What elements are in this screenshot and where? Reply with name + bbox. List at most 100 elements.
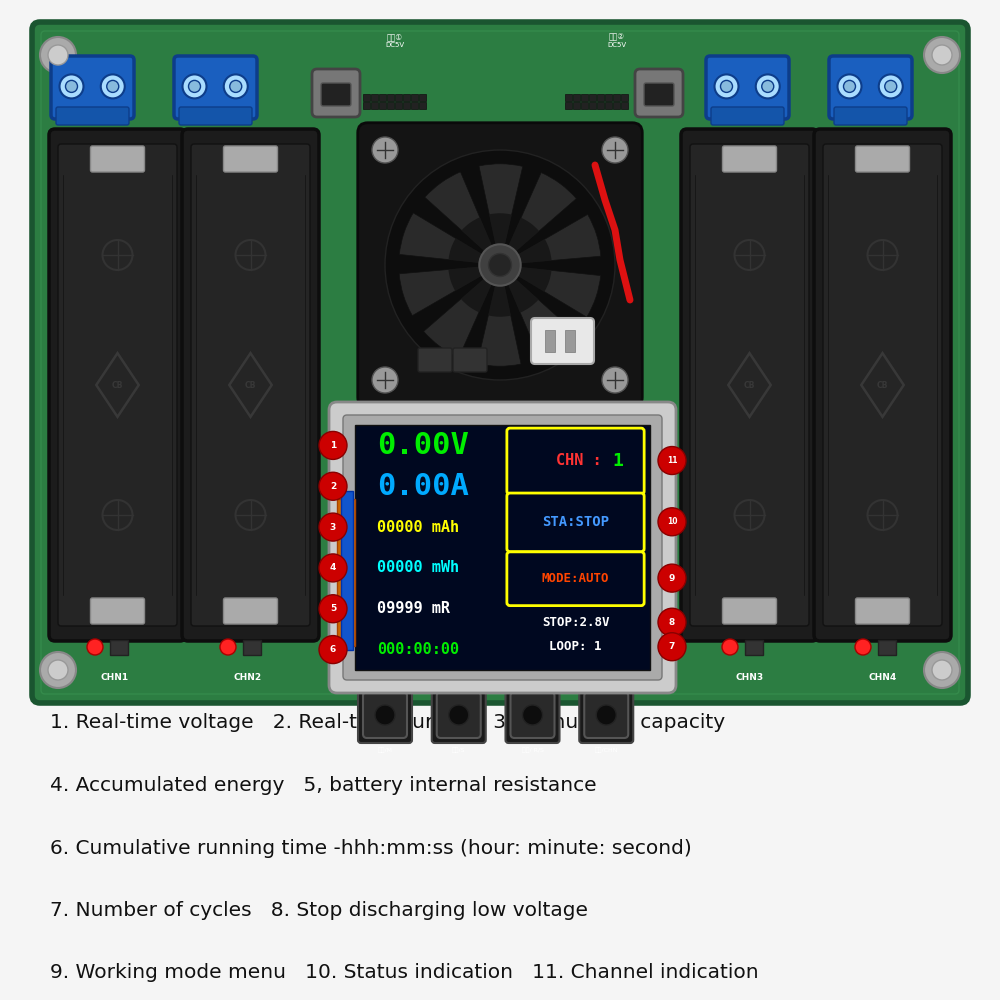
- Circle shape: [220, 639, 236, 655]
- Bar: [565, 102, 572, 109]
- Text: CB: CB: [112, 380, 123, 389]
- FancyBboxPatch shape: [224, 598, 278, 624]
- Circle shape: [658, 564, 686, 592]
- FancyBboxPatch shape: [855, 598, 910, 624]
- FancyBboxPatch shape: [191, 144, 310, 626]
- Circle shape: [66, 80, 78, 92]
- FancyBboxPatch shape: [453, 348, 487, 372]
- FancyBboxPatch shape: [834, 107, 907, 125]
- Circle shape: [40, 652, 76, 688]
- Text: 4: 4: [330, 563, 336, 572]
- Circle shape: [658, 633, 686, 661]
- FancyBboxPatch shape: [56, 107, 129, 125]
- Circle shape: [885, 80, 897, 92]
- FancyBboxPatch shape: [584, 692, 628, 738]
- Circle shape: [319, 554, 347, 582]
- Bar: [545, 330, 555, 352]
- Circle shape: [372, 137, 398, 163]
- Bar: [581, 94, 588, 101]
- FancyBboxPatch shape: [90, 598, 145, 624]
- Circle shape: [479, 244, 521, 286]
- Circle shape: [658, 608, 686, 636]
- Circle shape: [596, 705, 616, 725]
- Text: CHN4: CHN4: [869, 672, 897, 682]
- FancyBboxPatch shape: [690, 144, 809, 626]
- Bar: [589, 102, 596, 109]
- Circle shape: [658, 447, 686, 475]
- Bar: [411, 102, 418, 109]
- Circle shape: [319, 636, 347, 664]
- Bar: [597, 94, 604, 101]
- FancyBboxPatch shape: [329, 402, 676, 693]
- Bar: [745, 640, 763, 655]
- Text: 9. Working mode menu   10. Status indication   11. Channel indication: 9. Working mode menu 10. Status indicati…: [50, 963, 759, 982]
- Bar: [621, 102, 628, 109]
- Text: STA:STOP: STA:STOP: [542, 515, 609, 529]
- Text: 启停/ R/S: 启停/ R/S: [522, 747, 543, 753]
- Circle shape: [319, 472, 347, 500]
- FancyBboxPatch shape: [855, 146, 910, 172]
- Circle shape: [855, 639, 871, 655]
- Wedge shape: [425, 172, 500, 265]
- FancyBboxPatch shape: [432, 685, 486, 743]
- Circle shape: [385, 150, 615, 380]
- Text: 0.00A: 0.00A: [377, 472, 469, 501]
- Bar: [355, 425, 650, 670]
- Bar: [573, 94, 580, 101]
- Circle shape: [48, 45, 68, 65]
- Text: DC5V: DC5V: [607, 42, 627, 48]
- FancyBboxPatch shape: [174, 56, 257, 119]
- Bar: [371, 94, 378, 101]
- FancyBboxPatch shape: [510, 692, 554, 738]
- FancyBboxPatch shape: [507, 493, 644, 552]
- FancyBboxPatch shape: [418, 348, 452, 372]
- FancyBboxPatch shape: [722, 598, 777, 624]
- Circle shape: [932, 660, 952, 680]
- Circle shape: [658, 508, 686, 536]
- Text: 6. Cumulative running time -hhh:mm:ss (hour: minute: second): 6. Cumulative running time -hhh:mm:ss (h…: [50, 839, 692, 858]
- Circle shape: [319, 595, 347, 623]
- FancyBboxPatch shape: [437, 692, 481, 738]
- Wedge shape: [500, 239, 552, 265]
- FancyBboxPatch shape: [58, 144, 177, 626]
- Circle shape: [372, 367, 398, 393]
- Circle shape: [60, 74, 84, 98]
- Wedge shape: [500, 265, 538, 313]
- Bar: [337, 498, 355, 646]
- Bar: [387, 94, 394, 101]
- Bar: [395, 94, 402, 101]
- Text: LOOP: 1: LOOP: 1: [549, 640, 602, 653]
- Wedge shape: [477, 265, 521, 366]
- Bar: [573, 102, 580, 109]
- Wedge shape: [500, 214, 601, 265]
- Circle shape: [48, 660, 68, 680]
- Text: 09999 mR: 09999 mR: [377, 601, 450, 616]
- Circle shape: [107, 80, 119, 92]
- Wedge shape: [500, 265, 551, 292]
- Wedge shape: [399, 265, 500, 316]
- FancyBboxPatch shape: [51, 56, 134, 119]
- Circle shape: [188, 80, 200, 92]
- Bar: [403, 102, 410, 109]
- Circle shape: [843, 80, 855, 92]
- FancyBboxPatch shape: [182, 129, 319, 641]
- Circle shape: [40, 37, 76, 73]
- Text: 5: 5: [330, 604, 336, 613]
- Bar: [419, 102, 426, 109]
- Bar: [613, 102, 620, 109]
- FancyBboxPatch shape: [579, 685, 633, 743]
- Bar: [363, 102, 370, 109]
- FancyBboxPatch shape: [644, 83, 674, 106]
- Text: 9: 9: [669, 574, 675, 583]
- FancyBboxPatch shape: [358, 685, 412, 743]
- Bar: [621, 94, 628, 101]
- FancyBboxPatch shape: [507, 428, 644, 494]
- Circle shape: [722, 639, 738, 655]
- Wedge shape: [500, 218, 539, 265]
- FancyBboxPatch shape: [635, 69, 683, 117]
- Bar: [110, 640, 128, 655]
- Circle shape: [319, 431, 347, 459]
- FancyBboxPatch shape: [722, 146, 777, 172]
- Wedge shape: [424, 265, 500, 357]
- Text: 7: 7: [669, 642, 675, 651]
